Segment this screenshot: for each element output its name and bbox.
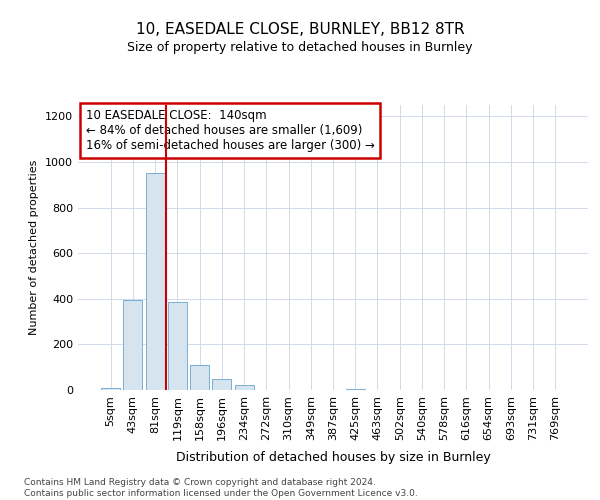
Bar <box>346 389 365 390</box>
Text: Contains HM Land Registry data © Crown copyright and database right 2024.
Contai: Contains HM Land Registry data © Crown c… <box>24 478 418 498</box>
Bar <box>235 385 254 390</box>
Bar <box>101 388 120 390</box>
Text: 10, EASEDALE CLOSE, BURNLEY, BB12 8TR: 10, EASEDALE CLOSE, BURNLEY, BB12 8TR <box>136 22 464 38</box>
X-axis label: Distribution of detached houses by size in Burnley: Distribution of detached houses by size … <box>176 451 490 464</box>
Bar <box>190 366 209 390</box>
Text: Size of property relative to detached houses in Burnley: Size of property relative to detached ho… <box>127 41 473 54</box>
Y-axis label: Number of detached properties: Number of detached properties <box>29 160 40 335</box>
Bar <box>124 300 142 390</box>
Bar <box>168 302 187 390</box>
Bar <box>212 378 231 390</box>
Text: 10 EASEDALE CLOSE:  140sqm
← 84% of detached houses are smaller (1,609)
16% of s: 10 EASEDALE CLOSE: 140sqm ← 84% of detac… <box>86 110 374 152</box>
Bar <box>146 174 164 390</box>
